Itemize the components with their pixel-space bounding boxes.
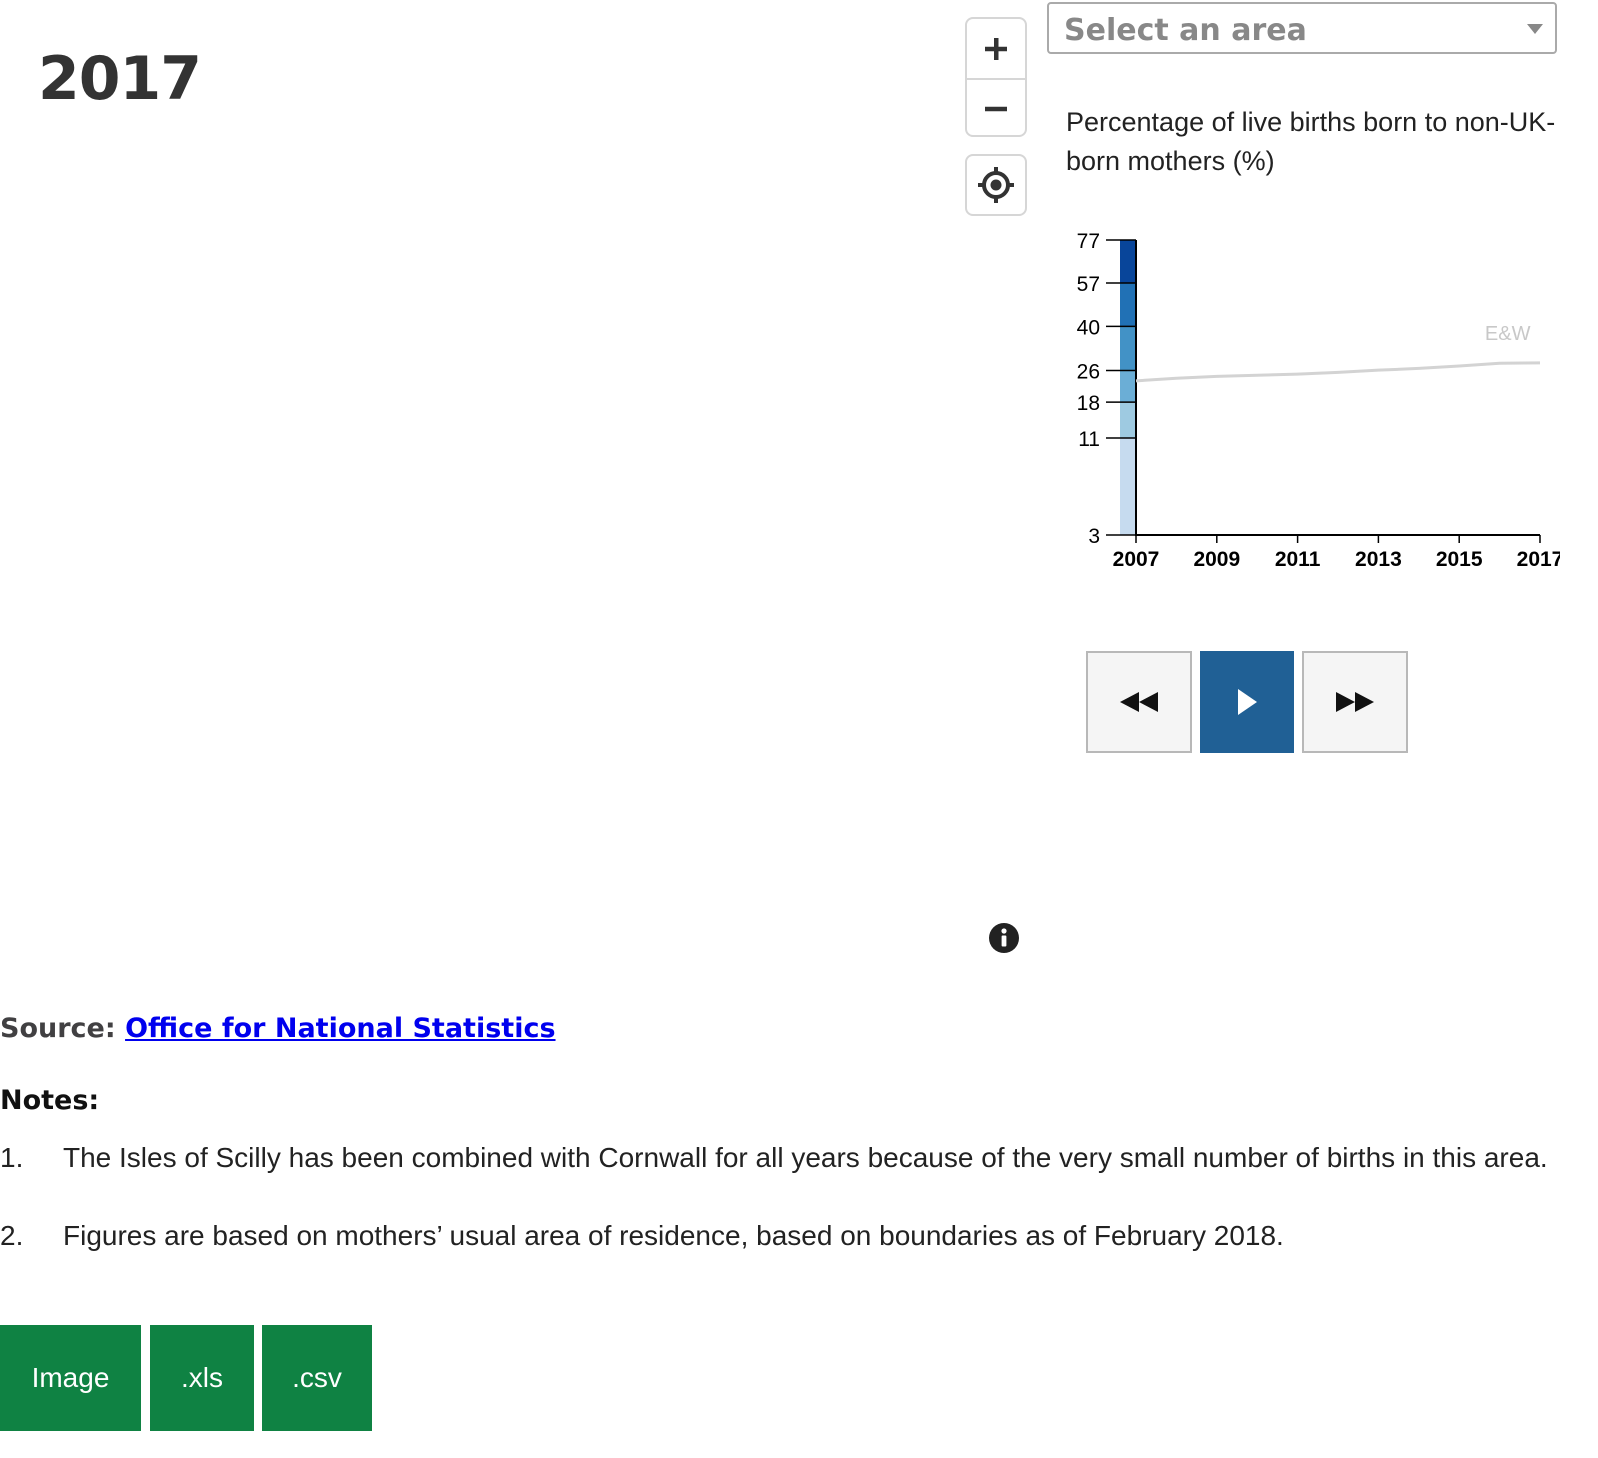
source-label: Source: xyxy=(0,1013,116,1044)
source-line: Source: Office for National Statistics xyxy=(0,1013,556,1044)
crosshair-icon xyxy=(978,167,1014,203)
note-item: 1. The Isles of Scilly has been combined… xyxy=(0,1134,1560,1181)
x-tick-label: 2017 xyxy=(1517,548,1560,571)
legend-color-band xyxy=(1120,326,1136,371)
y-tick-label: 11 xyxy=(1078,428,1100,451)
series-line-E&W xyxy=(1135,361,1541,383)
legend-color-band xyxy=(1120,402,1136,439)
y-tick-label: 77 xyxy=(1077,230,1100,253)
area-select-placeholder: Select an area xyxy=(1064,13,1307,48)
y-tick-label: 57 xyxy=(1077,273,1100,296)
area-select-dropdown[interactable]: Select an area xyxy=(1047,2,1557,54)
rewind-icon xyxy=(1120,692,1158,712)
source-link[interactable]: Office for National Statistics xyxy=(125,1013,556,1044)
rewind-button[interactable] xyxy=(1086,651,1192,753)
y-tick-label: 3 xyxy=(1088,525,1100,548)
y-tick-label: 18 xyxy=(1077,392,1100,415)
note-text: Figures are based on mothers’ usual area… xyxy=(63,1220,1284,1251)
x-tick-label: 2013 xyxy=(1355,548,1402,571)
note-text: The Isles of Scilly has been combined wi… xyxy=(63,1142,1548,1173)
y-tick-label: 40 xyxy=(1077,316,1100,339)
year-title: 2017 xyxy=(38,44,202,114)
x-tick-label: 2009 xyxy=(1193,548,1240,571)
note-number: 2. xyxy=(0,1220,24,1251)
plus-icon xyxy=(985,37,1007,60)
legend-color-band xyxy=(1120,370,1136,403)
y-tick-label: 26 xyxy=(1077,361,1100,384)
play-button[interactable] xyxy=(1200,651,1294,753)
zoom-in-button[interactable] xyxy=(967,19,1025,78)
notes-list: 1. The Isles of Scilly has been combined… xyxy=(0,1134,1560,1290)
download-image-button[interactable]: Image xyxy=(0,1325,141,1431)
legend-title: Percentage of live births born to non-UK… xyxy=(1066,107,1556,176)
zoom-out-button[interactable] xyxy=(967,78,1025,135)
series-label: E&W xyxy=(1485,323,1531,345)
minus-icon xyxy=(985,106,1007,111)
x-tick-label: 2007 xyxy=(1113,548,1160,571)
download-xls-button[interactable]: .xls xyxy=(150,1325,254,1431)
legend-chart: 3 11 18 26 40 57 77 2007 2009 2011 2013 2015 2017 E… xyxy=(1077,230,1560,571)
fast-forward-icon xyxy=(1336,692,1374,712)
zoom-controls xyxy=(965,17,1027,137)
note-item: 2. Figures are based on mothers’ usual a… xyxy=(0,1212,1560,1259)
chevron-down-icon xyxy=(1527,24,1543,34)
x-tick-label: 2011 xyxy=(1275,548,1321,571)
fast-forward-button[interactable] xyxy=(1302,651,1408,753)
note-number: 1. xyxy=(0,1142,24,1173)
notes-heading: Notes: xyxy=(0,1085,100,1116)
legend-color-band xyxy=(1120,282,1136,327)
locate-me-button[interactable] xyxy=(965,154,1027,216)
info-icon[interactable] xyxy=(988,922,1020,958)
legend-color-band xyxy=(1120,240,1136,283)
x-tick-label: 2015 xyxy=(1436,548,1483,571)
legend-color-band xyxy=(1120,438,1136,535)
download-csv-button[interactable]: .csv xyxy=(262,1325,372,1431)
play-icon xyxy=(1238,689,1257,715)
